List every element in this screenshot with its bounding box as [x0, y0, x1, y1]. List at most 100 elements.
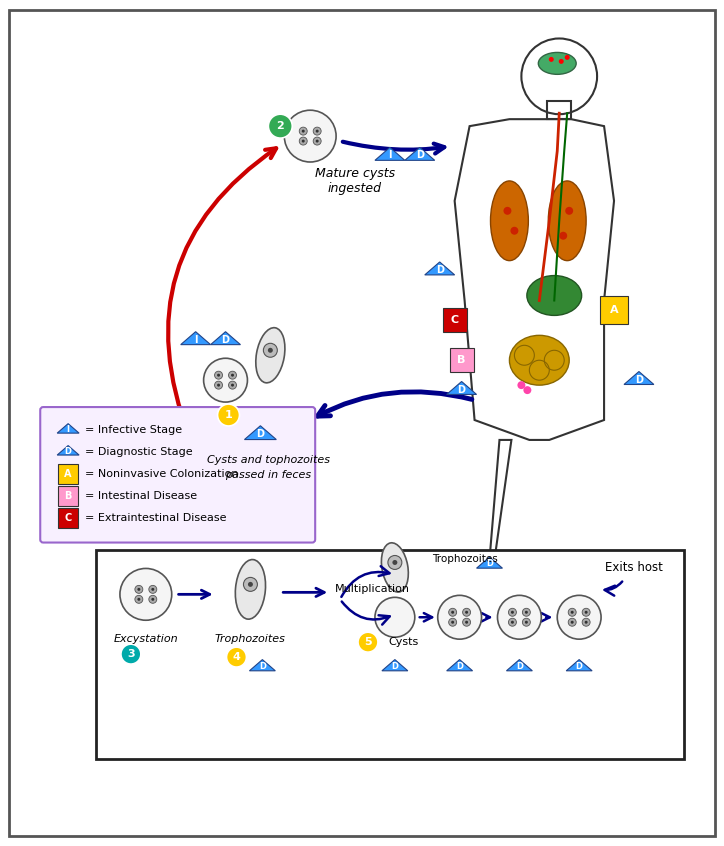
Text: D: D [392, 662, 398, 671]
Circle shape [508, 608, 516, 616]
Circle shape [557, 596, 601, 640]
Circle shape [151, 588, 154, 591]
Circle shape [217, 383, 220, 387]
Circle shape [559, 232, 567, 239]
Circle shape [451, 621, 454, 624]
Circle shape [510, 227, 518, 234]
Polygon shape [447, 660, 473, 671]
Circle shape [135, 596, 143, 603]
Ellipse shape [539, 52, 576, 74]
Text: D: D [486, 559, 493, 569]
Text: D: D [64, 447, 72, 456]
Text: D: D [576, 662, 583, 671]
Text: 2: 2 [277, 121, 285, 131]
Text: B: B [458, 355, 466, 365]
Polygon shape [57, 424, 79, 433]
Polygon shape [624, 371, 654, 384]
Text: D: D [456, 662, 463, 671]
Ellipse shape [256, 327, 285, 383]
FancyBboxPatch shape [58, 486, 78, 506]
Circle shape [248, 582, 253, 587]
Polygon shape [181, 332, 211, 344]
Circle shape [138, 588, 140, 591]
Circle shape [503, 206, 511, 215]
Circle shape [582, 618, 590, 626]
Circle shape [302, 140, 305, 143]
Text: passed in feces: passed in feces [225, 470, 311, 480]
Polygon shape [447, 382, 476, 394]
Circle shape [497, 596, 542, 640]
Text: C: C [64, 513, 72, 523]
Circle shape [438, 596, 481, 640]
Text: = Intestinal Disease: = Intestinal Disease [85, 491, 197, 501]
Text: 1: 1 [224, 410, 232, 420]
Text: Exits host: Exits host [605, 561, 663, 574]
Circle shape [269, 114, 292, 138]
Circle shape [151, 598, 154, 601]
Circle shape [302, 129, 305, 133]
FancyBboxPatch shape [600, 296, 628, 324]
Circle shape [465, 611, 468, 613]
Circle shape [214, 371, 222, 379]
Text: A: A [64, 469, 72, 479]
FancyBboxPatch shape [96, 550, 683, 759]
Circle shape [463, 608, 471, 616]
Circle shape [299, 137, 307, 145]
Polygon shape [425, 262, 455, 275]
Polygon shape [382, 660, 408, 671]
Circle shape [565, 206, 573, 215]
Ellipse shape [490, 181, 529, 261]
Circle shape [388, 556, 402, 569]
Text: D: D [516, 662, 523, 671]
Text: Mature cysts
ingested: Mature cysts ingested [315, 167, 395, 195]
Circle shape [313, 127, 321, 135]
Text: A: A [610, 305, 618, 316]
Circle shape [316, 129, 319, 133]
Polygon shape [57, 446, 79, 455]
Circle shape [358, 632, 378, 652]
Text: Trophozoites: Trophozoites [432, 554, 497, 564]
Polygon shape [250, 660, 275, 671]
Text: Trophozoites: Trophozoites [215, 634, 286, 644]
Circle shape [375, 597, 415, 637]
Circle shape [568, 618, 576, 626]
Circle shape [229, 382, 237, 389]
Circle shape [231, 383, 234, 387]
FancyBboxPatch shape [442, 309, 466, 332]
Circle shape [138, 598, 140, 601]
Ellipse shape [235, 559, 266, 619]
Circle shape [217, 374, 220, 376]
Circle shape [227, 647, 246, 667]
FancyBboxPatch shape [58, 508, 78, 528]
Ellipse shape [382, 543, 408, 592]
FancyBboxPatch shape [41, 407, 315, 542]
Circle shape [149, 596, 157, 603]
Circle shape [582, 608, 590, 616]
Text: D: D [222, 335, 230, 344]
Text: 3: 3 [127, 649, 135, 659]
Ellipse shape [527, 276, 581, 316]
Circle shape [299, 127, 307, 135]
Polygon shape [211, 332, 240, 344]
Polygon shape [566, 660, 592, 671]
Text: 4: 4 [232, 652, 240, 662]
Circle shape [463, 618, 471, 626]
Circle shape [523, 618, 531, 626]
Circle shape [316, 140, 319, 143]
Circle shape [149, 585, 157, 593]
Text: C: C [450, 316, 459, 326]
Text: Excystation: Excystation [114, 634, 178, 644]
FancyBboxPatch shape [450, 349, 473, 372]
Text: D: D [259, 662, 266, 671]
Polygon shape [245, 426, 277, 440]
Circle shape [268, 348, 273, 353]
Circle shape [449, 608, 457, 616]
Text: = Diagnostic Stage: = Diagnostic Stage [85, 447, 193, 457]
Polygon shape [507, 660, 532, 671]
Circle shape [549, 57, 554, 62]
Circle shape [243, 578, 258, 591]
Circle shape [313, 137, 321, 145]
Circle shape [523, 608, 531, 616]
Circle shape [571, 611, 573, 613]
Circle shape [121, 644, 141, 664]
